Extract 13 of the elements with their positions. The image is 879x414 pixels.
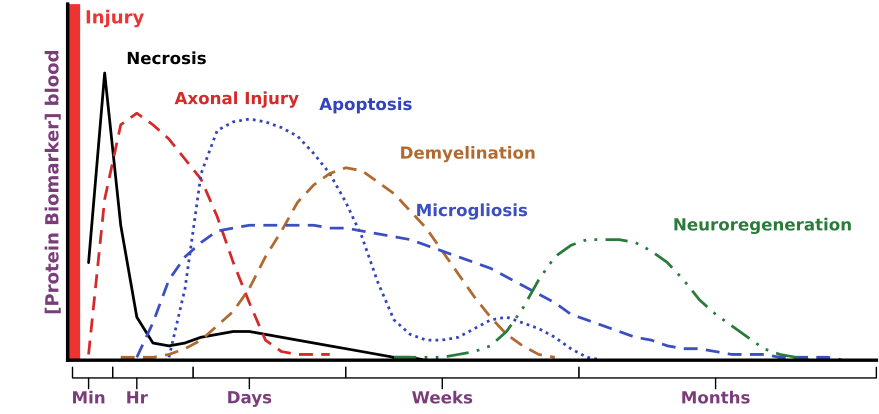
x-tick-label: Days — [228, 391, 272, 407]
x-tick-label: Weeks — [412, 390, 472, 404]
series-label: Microgliosis — [417, 203, 528, 220]
series-label: Necrosis — [128, 51, 206, 64]
series-label: Apoptosis — [319, 97, 412, 114]
x-tick-label: Months — [682, 390, 750, 404]
series-label: Axonal Injury — [174, 91, 299, 108]
x-tick-label: Min — [73, 390, 104, 404]
x-tick-label: Hr — [127, 391, 148, 404]
series-label: Neuroregeneration — [674, 218, 851, 234]
y-axis-title: [Protein Biomarker] blood — [44, 51, 61, 314]
series-label: Demyelination — [401, 146, 535, 162]
text: Injury — [86, 10, 144, 28]
